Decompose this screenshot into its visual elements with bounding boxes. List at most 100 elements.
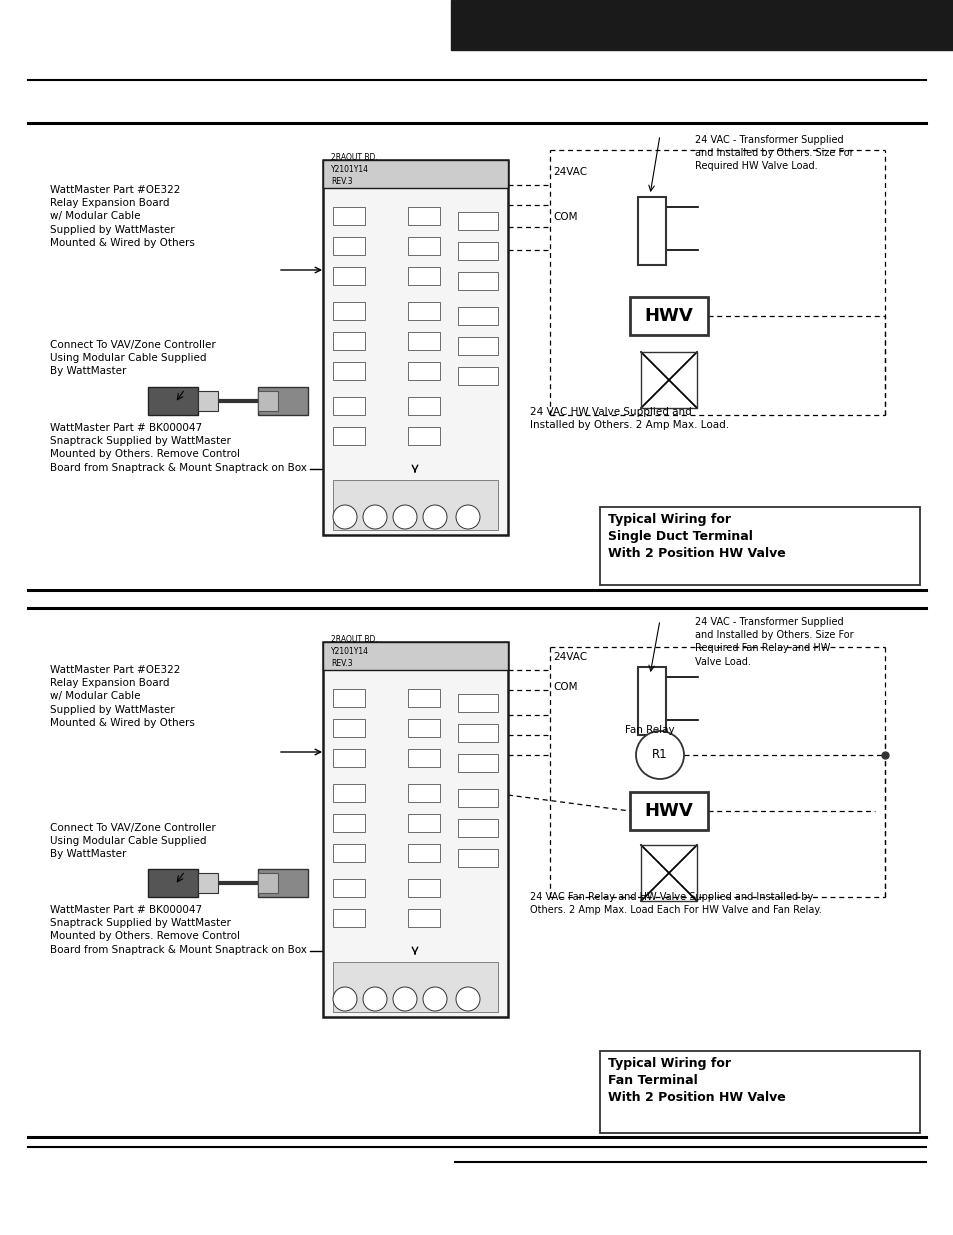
Text: COM: COM xyxy=(553,682,577,692)
Bar xyxy=(629,296,707,335)
Text: 24 VAC - Transformer Supplied
and Installed by Others. Size For
Required HW Valv: 24 VAC - Transformer Supplied and Instal… xyxy=(695,135,853,172)
Bar xyxy=(408,267,439,285)
Circle shape xyxy=(363,987,387,1011)
Bar xyxy=(457,724,497,742)
Bar xyxy=(457,755,497,772)
Bar xyxy=(408,909,439,927)
Bar xyxy=(333,427,365,445)
Bar xyxy=(457,212,497,230)
Bar xyxy=(599,1051,919,1132)
Circle shape xyxy=(422,987,447,1011)
Bar xyxy=(257,873,277,893)
Bar xyxy=(640,845,697,902)
Bar xyxy=(333,909,365,927)
Bar xyxy=(408,844,439,862)
Bar xyxy=(257,391,277,411)
Circle shape xyxy=(393,505,416,529)
Bar xyxy=(638,667,665,735)
Bar xyxy=(457,789,497,806)
Bar xyxy=(333,689,365,706)
Bar xyxy=(198,873,218,893)
Bar xyxy=(457,242,497,261)
Bar xyxy=(148,869,198,897)
Bar xyxy=(408,814,439,832)
Text: 2RAOUT BD.
Y2101Y14
REV.3: 2RAOUT BD. Y2101Y14 REV.3 xyxy=(331,635,377,668)
Text: Typical Wiring for
Single Duct Terminal
With 2 Position HW Valve: Typical Wiring for Single Duct Terminal … xyxy=(607,513,785,559)
Text: 24VAC: 24VAC xyxy=(553,652,586,662)
Circle shape xyxy=(636,731,683,779)
Bar xyxy=(333,719,365,737)
Circle shape xyxy=(456,505,479,529)
Bar xyxy=(408,879,439,897)
Bar xyxy=(408,784,439,802)
Bar xyxy=(148,387,198,415)
Bar xyxy=(333,879,365,897)
Text: WattMaster Part #OE322
Relay Expansion Board
w/ Modular Cable
Supplied by WattMa: WattMaster Part #OE322 Relay Expansion B… xyxy=(50,185,194,248)
Bar xyxy=(333,332,365,350)
Text: Typical Wiring for
Fan Terminal
With 2 Position HW Valve: Typical Wiring for Fan Terminal With 2 P… xyxy=(607,1057,785,1104)
Bar xyxy=(408,748,439,767)
Bar xyxy=(457,848,497,867)
Text: R1: R1 xyxy=(652,748,667,762)
Text: HWV: HWV xyxy=(644,802,693,820)
Circle shape xyxy=(363,505,387,529)
Bar xyxy=(333,396,365,415)
Circle shape xyxy=(333,505,356,529)
Circle shape xyxy=(333,987,356,1011)
Bar xyxy=(408,689,439,706)
Bar xyxy=(257,387,308,415)
Bar xyxy=(640,352,697,408)
Bar xyxy=(638,198,665,266)
Bar xyxy=(408,427,439,445)
Bar xyxy=(408,332,439,350)
Circle shape xyxy=(422,505,447,529)
Bar xyxy=(408,303,439,320)
Bar xyxy=(333,237,365,254)
Bar xyxy=(333,207,365,225)
Bar xyxy=(457,337,497,354)
Bar xyxy=(408,207,439,225)
Bar xyxy=(323,642,507,1016)
Bar xyxy=(599,508,919,585)
Text: 24 VAC HW Valve Supplied and
Installed by Others. 2 Amp Max. Load.: 24 VAC HW Valve Supplied and Installed b… xyxy=(530,408,728,430)
Text: 24 VAC - Transformer Supplied
and Installed by Others. Size For
Required Fan Rel: 24 VAC - Transformer Supplied and Instal… xyxy=(695,618,853,667)
Bar xyxy=(323,642,507,671)
Circle shape xyxy=(456,987,479,1011)
Bar xyxy=(333,480,497,530)
Bar xyxy=(333,748,365,767)
Bar xyxy=(333,362,365,380)
Circle shape xyxy=(393,987,416,1011)
Bar xyxy=(333,267,365,285)
Bar xyxy=(333,784,365,802)
Bar xyxy=(408,237,439,254)
Text: WattMaster Part # BK000047
Snaptrack Supplied by WattMaster
Mounted by Others. R: WattMaster Part # BK000047 Snaptrack Sup… xyxy=(50,905,307,955)
Bar xyxy=(457,819,497,837)
Text: 2RAOUT BD.
Y2101Y14
REV.3: 2RAOUT BD. Y2101Y14 REV.3 xyxy=(331,153,377,186)
Bar xyxy=(451,0,953,49)
Bar xyxy=(457,272,497,290)
Text: 24VAC: 24VAC xyxy=(553,167,586,177)
Bar xyxy=(257,869,308,897)
Bar xyxy=(457,308,497,325)
Text: COM: COM xyxy=(553,212,577,222)
Text: WattMaster Part #OE322
Relay Expansion Board
w/ Modular Cable
Supplied by WattMa: WattMaster Part #OE322 Relay Expansion B… xyxy=(50,664,194,727)
Bar xyxy=(333,814,365,832)
Bar xyxy=(457,367,497,385)
Text: Fan Relay: Fan Relay xyxy=(624,725,674,735)
Text: WattMaster Part # BK000047
Snaptrack Supplied by WattMaster
Mounted by Others. R: WattMaster Part # BK000047 Snaptrack Sup… xyxy=(50,424,307,473)
Bar xyxy=(333,844,365,862)
Bar xyxy=(629,792,707,830)
Bar xyxy=(333,962,497,1011)
Bar xyxy=(198,391,218,411)
Bar xyxy=(323,161,507,188)
Bar xyxy=(408,719,439,737)
Text: Connect To VAV/Zone Controller
Using Modular Cable Supplied
By WattMaster: Connect To VAV/Zone Controller Using Mod… xyxy=(50,823,215,860)
Text: Connect To VAV/Zone Controller
Using Modular Cable Supplied
By WattMaster: Connect To VAV/Zone Controller Using Mod… xyxy=(50,340,215,377)
Bar xyxy=(408,362,439,380)
Text: HWV: HWV xyxy=(644,308,693,325)
Bar xyxy=(323,161,507,535)
Text: 24 VAC Fan Relay and HW Valve Supplied and Installed by
Others. 2 Amp Max. Load : 24 VAC Fan Relay and HW Valve Supplied a… xyxy=(530,892,821,915)
Bar xyxy=(333,303,365,320)
Bar xyxy=(457,694,497,713)
Bar xyxy=(408,396,439,415)
